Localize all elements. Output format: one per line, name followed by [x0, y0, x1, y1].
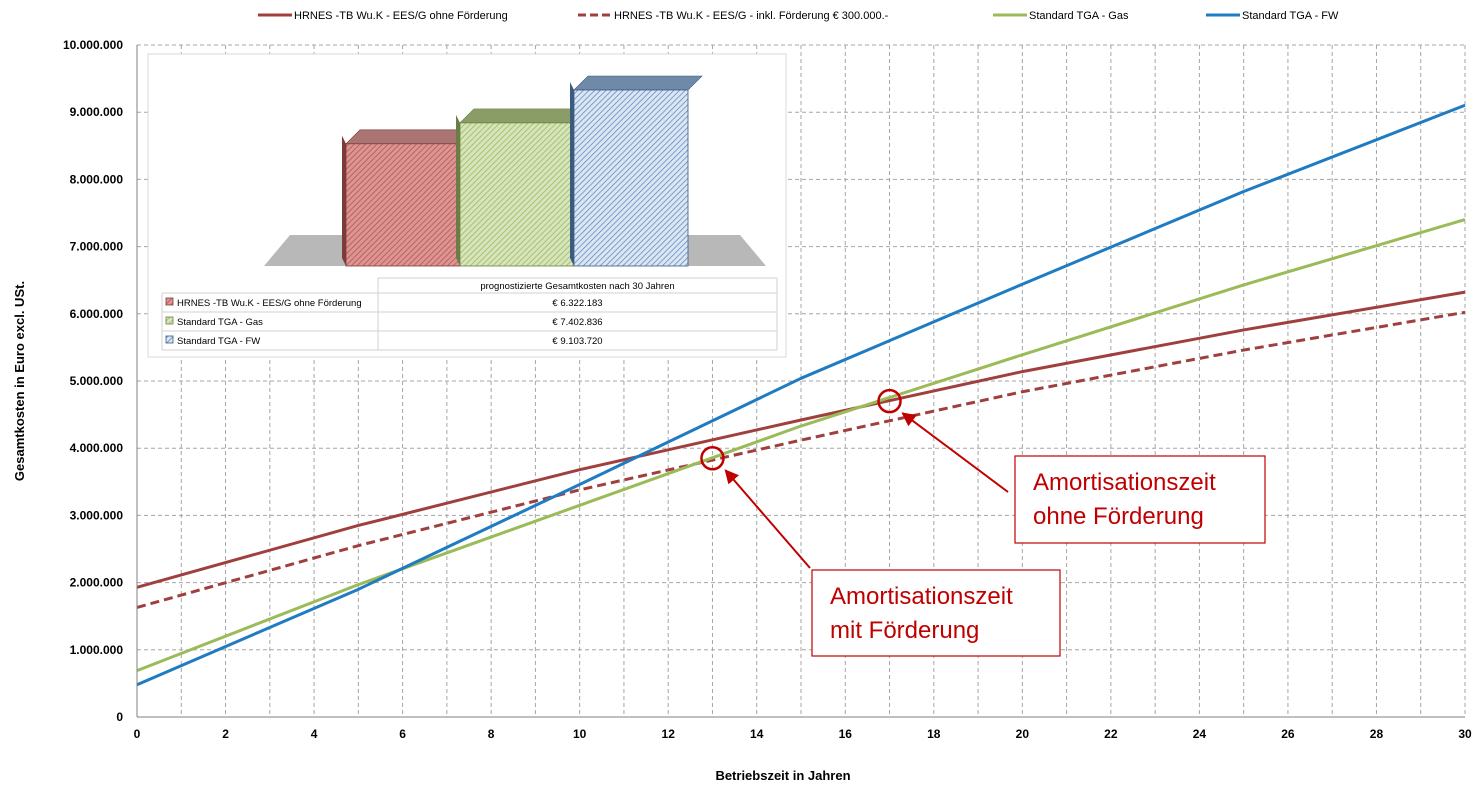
legend-label-4: Standard TGA - FW [1242, 10, 1339, 22]
legend-label-1: HRNES -TB Wu.K - EES/G ohne Förderung [294, 10, 508, 22]
x-tick-label: 22 [1104, 727, 1118, 741]
x-tick-label: 28 [1370, 727, 1384, 741]
x-tick-label: 20 [1016, 727, 1030, 741]
x-tick-label: 12 [662, 727, 676, 741]
x-tick-label: 14 [750, 727, 764, 741]
inset-bar-edge [570, 82, 574, 266]
inset-row-label: Standard TGA - Gas [177, 317, 263, 328]
series-line-3 [136, 218, 1466, 673]
y-tick-label: 5.000.000 [70, 374, 124, 388]
inset-table-header: prognostizierte Gesamtkosten nach 30 Jah… [480, 281, 674, 292]
y-tick-label: 3.000.000 [70, 508, 124, 522]
y-tick-label: 4.000.000 [70, 441, 124, 455]
annotation-box [1014, 455, 1266, 544]
y-tick-label: 10.000.000 [63, 38, 123, 52]
inset-row-value: € 9.103.720 [552, 336, 602, 347]
inset-legend-swatch [165, 316, 174, 325]
inset-row-value: € 6.322.183 [552, 298, 602, 309]
annotation-text: Amortisationszeit [1033, 469, 1216, 496]
x-tick-label: 16 [839, 727, 853, 741]
annotation-box [811, 569, 1061, 657]
inset-bar [345, 143, 461, 267]
x-tick-label: 10 [573, 727, 587, 741]
y-tick-label: 9.000.000 [70, 105, 124, 119]
inset-bar-edge [342, 135, 346, 266]
x-tick-label: 4 [311, 727, 318, 741]
x-tick-label: 24 [1193, 727, 1207, 741]
inset-legend-swatch [165, 297, 174, 306]
x-tick-label: 18 [927, 727, 941, 741]
legend: HRNES -TB Wu.K - EES/G ohne Förderung HRN… [258, 10, 1339, 22]
annotation-marker [877, 388, 902, 414]
inset-bar-top [573, 75, 703, 91]
x-tick-label: 0 [134, 727, 141, 741]
annotation-arrow [724, 469, 811, 569]
x-tick-label: 8 [488, 727, 495, 741]
y-tick-label: 8.000.000 [70, 172, 124, 186]
legend-label-2: HRNES -TB Wu.K - EES/G - inkl. Förderung… [614, 10, 889, 22]
inset-bar-top [345, 129, 475, 145]
inset-row-label: Standard TGA - FW [177, 336, 260, 347]
series-line-4 [136, 103, 1466, 687]
annotation-text: mit Förderung [830, 617, 979, 644]
y-tick-label: 7.000.000 [70, 240, 124, 254]
annotations: Amortisationszeit ohne Förderung Amortisat… [700, 388, 1266, 657]
annotation-text: ohne Förderung [1033, 503, 1204, 530]
legend-label-3: Standard TGA - Gas [1029, 10, 1129, 22]
series-line-2 [136, 310, 1466, 609]
x-axis-title: Betriebszeit in Jahren [715, 768, 850, 783]
y-tick-label: 0 [116, 710, 123, 724]
series-line-1 [136, 290, 1466, 589]
axes: 0 2 4 6 8 10 12 14 16 18 20 22 24 26 28 3001.000.0002.0… [12, 38, 1472, 783]
y-tick-label: 2.000.000 [70, 576, 124, 590]
y-tick-label: 1.000.000 [70, 643, 124, 657]
x-tick-label: 26 [1281, 727, 1295, 741]
annotation-arrow [901, 412, 1009, 493]
x-tick-label: 30 [1458, 727, 1472, 741]
inset-bar [459, 122, 575, 267]
annotation-marker [700, 446, 725, 471]
x-tick-label: 6 [399, 727, 406, 741]
x-tick-label: 2 [222, 727, 229, 741]
annotation-text: Amortisationszeit [830, 583, 1013, 610]
inset-row-label: HRNES -TB Wu.K - EES/G ohne Förderung [177, 298, 362, 309]
inset-row-value: € 7.402.836 [552, 317, 602, 328]
inset-legend-swatch [165, 335, 174, 344]
y-tick-label: 6.000.000 [70, 307, 124, 321]
inset-bar-top [459, 108, 589, 124]
inset-bar-edge [456, 114, 460, 266]
y-axis-title: Gesamtkosten in Euro excl. USt. [12, 281, 27, 481]
series-lines [136, 103, 1466, 687]
inset-bar-chart: prognostizierte Gesamtkosten nach 30 Jah… [147, 53, 787, 358]
inset-bar [573, 89, 689, 267]
